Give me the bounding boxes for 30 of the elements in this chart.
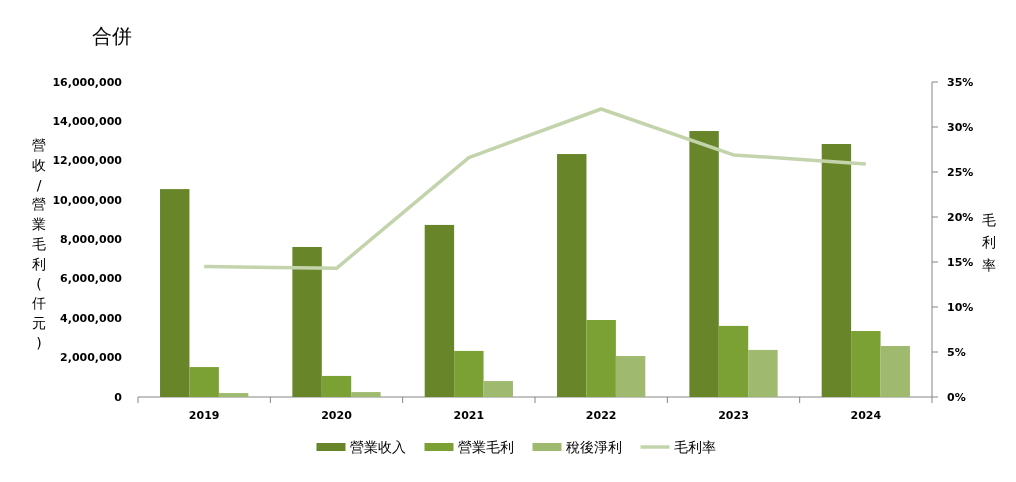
y-tick-label: 12,000,000 — [52, 154, 123, 168]
y-tick-label: 16,000,000 — [52, 75, 123, 89]
y2-tick-label: 30% — [947, 120, 974, 134]
y-tick-label: 2,000,000 — [60, 351, 123, 365]
legend-label: 毛利率 — [673, 439, 716, 455]
y2-tick-label: 20% — [947, 210, 974, 224]
y2label: 毛利率 — [982, 211, 996, 273]
title: 合併 — [92, 24, 132, 48]
x-tick-label: 2023 — [718, 408, 749, 422]
y2-tick-label: 25% — [947, 165, 974, 179]
y2-tick-label: 15% — [947, 255, 974, 269]
y2-tick-label: 35% — [947, 75, 974, 89]
x-tick-label: 2022 — [585, 408, 617, 422]
y2-tick-label: 10% — [947, 300, 974, 314]
x-tick-label: 2021 — [453, 408, 485, 422]
y-tick-label: 14,000,000 — [52, 114, 123, 128]
y-tick-label: 4,000,000 — [60, 311, 123, 325]
x-tick-label: 2020 — [321, 408, 353, 422]
legend-label: 稅後淨利 — [565, 439, 622, 455]
legend-label: 營業毛利 — [457, 439, 514, 455]
ylabel: 營收/營業毛利(仟元) — [32, 137, 46, 351]
x-tick-label: 2024 — [850, 408, 882, 422]
y-tick-label: 10,000,000 — [52, 193, 123, 207]
y2-tick-label: 0% — [947, 390, 966, 404]
y-tick-label: 0 — [114, 390, 123, 404]
x-tick-label: 2019 — [188, 408, 220, 422]
y-tick-label: 8,000,000 — [60, 233, 123, 246]
y2-tick-label: 5% — [947, 345, 966, 359]
y-tick-label: 6,000,000 — [60, 272, 123, 286]
legend-label: 營業收入 — [349, 439, 406, 455]
